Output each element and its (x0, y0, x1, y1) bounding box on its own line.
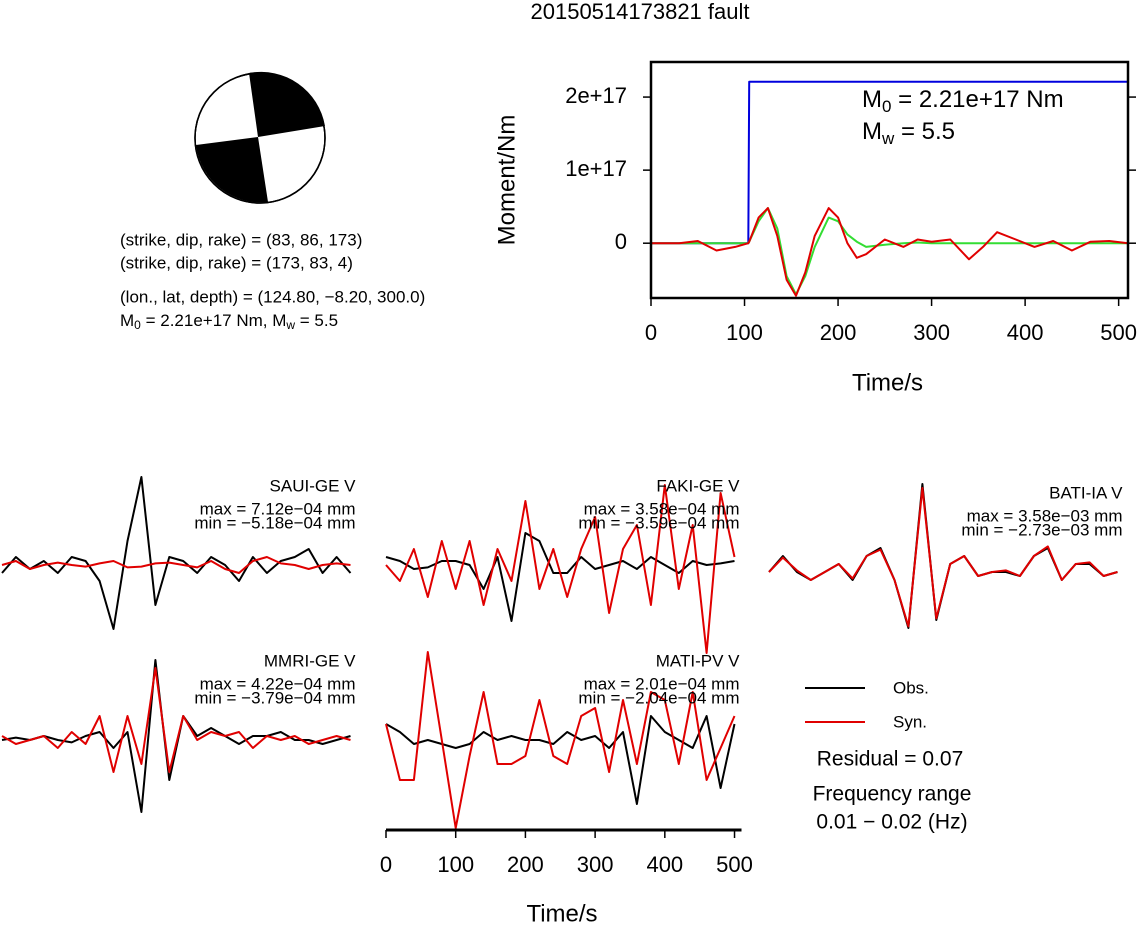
legend-label: Syn. (893, 712, 927, 731)
subscript: w (881, 129, 895, 148)
x-tick-label: 300 (577, 852, 614, 877)
amplitude-label: max = 7.12e−04 mm (200, 499, 356, 518)
subscript: 0 (882, 97, 891, 116)
x-axis-label: Time/s (852, 369, 923, 396)
frequency-title: Frequency range (813, 783, 972, 806)
y-tick-label: 1e+17 (565, 156, 627, 181)
location-line: (lon., lat, depth) = (124.80, −8.20, 300… (120, 287, 425, 306)
x-tick-label: 500 (716, 852, 753, 877)
plot-frame (649, 60, 1130, 300)
x-tick-label: 300 (913, 320, 950, 345)
amplitude-label: max = 2.01e−04 mm (584, 674, 740, 693)
station-label: SAUI-GE V (270, 476, 357, 495)
amplitude-label: min = −3.79e−04 mm (194, 688, 355, 707)
y-tick-label: 2e+17 (565, 83, 627, 108)
x-tick-label: 200 (507, 852, 544, 877)
moment-annotation: Mw = 5.5 (862, 118, 955, 148)
text-part: M (120, 311, 134, 330)
mechanism-line: (strike, dip, rake) = (173, 83, 4) (120, 253, 353, 272)
text-part: = 2.21e+17 Nm (891, 86, 1063, 113)
figure-title: 20150514173821 fault (531, 0, 750, 24)
x-tick-label: 0 (380, 852, 392, 877)
series-line (651, 207, 1129, 297)
moment-annotation: M0 = 2.21e+17 Nm (862, 86, 1064, 116)
x-tick-label: 100 (726, 320, 763, 345)
amplitude-label: max = 4.22e−04 mm (200, 674, 356, 693)
text-part: M (862, 86, 882, 113)
station-label: MMRI-GE V (264, 651, 356, 670)
station-label: FAKI-GE V (656, 476, 740, 495)
series-line (1, 667, 351, 773)
moment-chart: 0 100 200 300 400 500 0 1e+17 2e+17 Time/s Moment/… (493, 60, 1137, 396)
station-label: BATI-IA V (1049, 483, 1123, 502)
x-tick-label: 500 (1100, 320, 1137, 345)
x-tick-label: 400 (1007, 320, 1044, 345)
y-tick-label: 0 (615, 229, 627, 254)
amplitude-label: min = −2.73e−03 mm (961, 520, 1122, 539)
x-tick-label: 400 (646, 852, 683, 877)
series-line (1, 556, 351, 574)
series-line (385, 484, 736, 654)
amplitude-label: min = −5.18e−04 mm (194, 513, 355, 532)
text-part: = 2.21e+17 Nm, M (141, 311, 287, 330)
amplitude-label: min = −3.59e−04 mm (578, 513, 739, 532)
amplitude-label: max = 3.58e−03 mm (967, 506, 1123, 525)
legend-label: Obs. (893, 678, 929, 697)
text-part: = 5.5 (295, 311, 338, 330)
amplitude-label: min = −2.04e−04 mm (578, 688, 739, 707)
amplitude-label: max = 3.58e−04 mm (584, 499, 740, 518)
series-line (385, 651, 736, 829)
x-tick-label: 0 (645, 320, 657, 345)
x-axis-label: Time/s (526, 900, 597, 927)
moment-line: M0 = 2.21e+17 Nm, Mw = 5.5 (120, 311, 338, 332)
series-line (385, 715, 736, 805)
text-part: M (862, 118, 882, 145)
frequency-range: 0.01 − 0.02 (Hz) (816, 811, 967, 834)
text-part: = 5.5 (894, 118, 955, 145)
series-line (1, 476, 352, 630)
subscript: w (285, 318, 295, 332)
subscript: 0 (134, 318, 141, 332)
series-line (651, 207, 1128, 296)
residual: Residual = 0.07 (817, 748, 964, 771)
series-line (768, 487, 1118, 628)
mechanism-line: (strike, dip, rake) = (83, 86, 173) (120, 230, 362, 249)
x-tick-label: 100 (437, 852, 474, 877)
x-tick-label: 200 (820, 320, 857, 345)
series-line (651, 80, 1128, 245)
station-label: MATI-PV V (656, 651, 740, 670)
beachball (194, 71, 326, 204)
y-axis-label: Moment/Nm (493, 115, 520, 246)
